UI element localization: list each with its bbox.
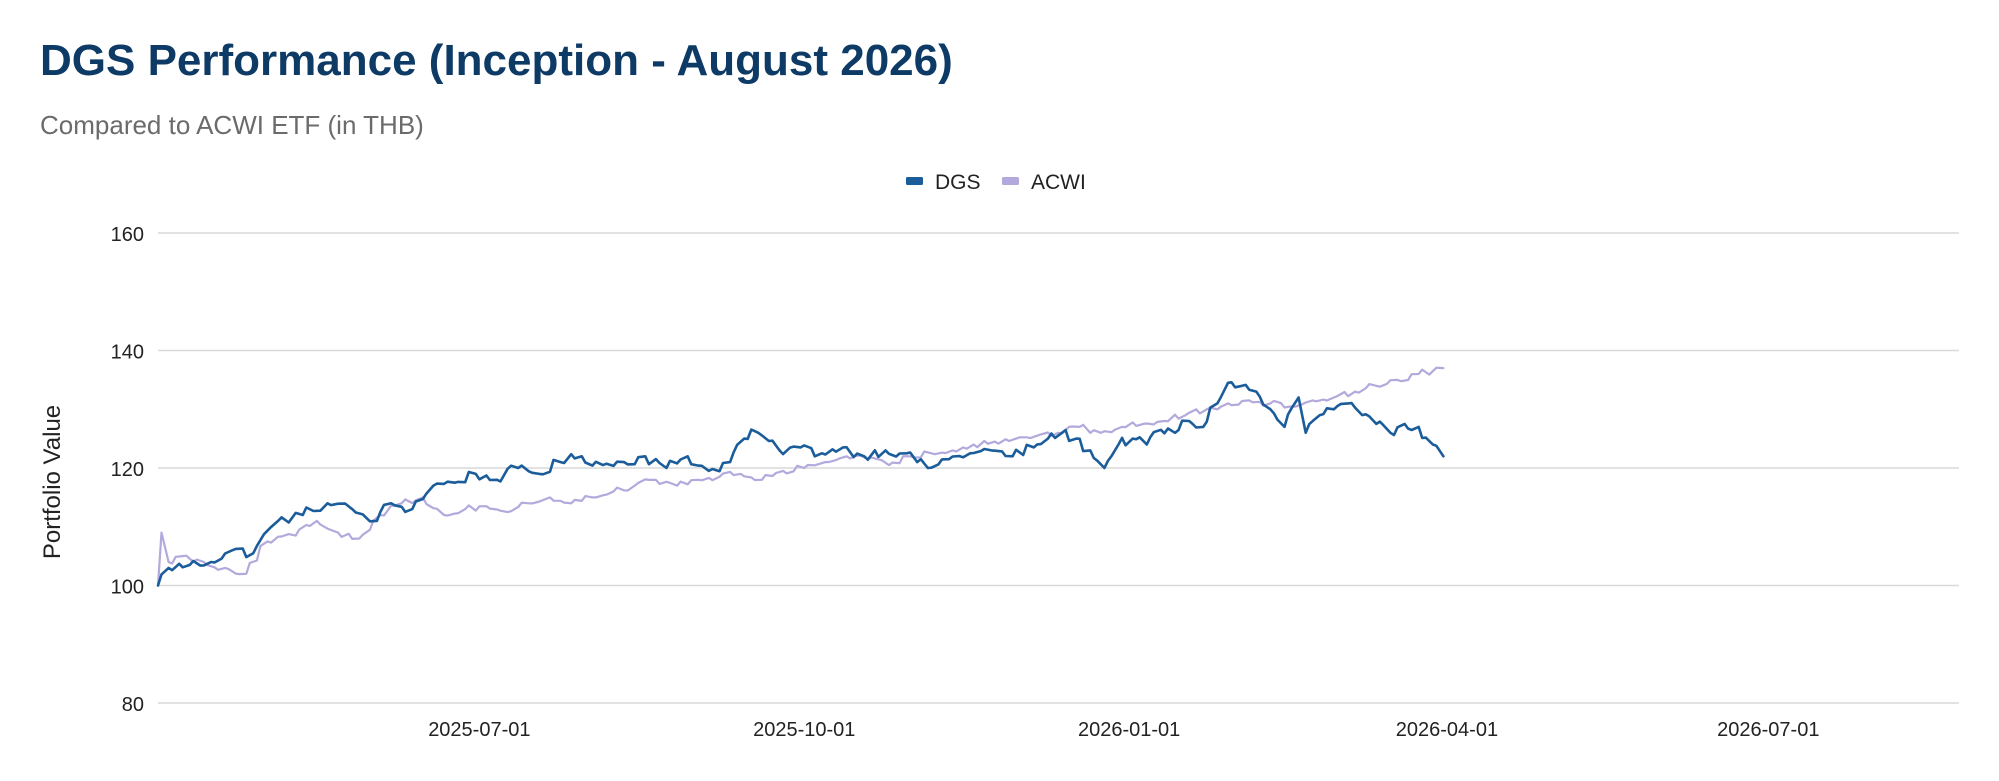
y-axis-label: Portfolio Value	[39, 405, 66, 559]
y-gridlines	[158, 232, 1959, 704]
x-tick-label: 2026-07-01	[1717, 719, 1819, 741]
legend-label-acwi: ACWI	[1031, 171, 1086, 194]
y-tick-label: 80	[122, 694, 144, 716]
x-tick-label: 2026-01-01	[1078, 719, 1180, 741]
y-axis-ticks: 80 100 120 140 160	[111, 224, 144, 716]
chart-subtitle: Compared to ACWI ETF (in THB)	[40, 110, 424, 140]
x-tick-label: 2025-07-01	[428, 719, 530, 741]
chart-title: DGS Performance (Inception - August 2026…	[40, 36, 953, 85]
chart-series	[156, 366, 1445, 587]
legend-label-dgs: DGS	[935, 171, 981, 194]
legend-swatch-acwi	[1002, 177, 1019, 185]
y-tick-label: 100	[111, 577, 144, 599]
series-line-acwi	[156, 366, 1445, 587]
y-tick-label: 120	[111, 459, 144, 481]
y-tick-label: 140	[111, 342, 144, 364]
y-tick-label: 160	[111, 224, 144, 246]
x-tick-label: 2025-10-01	[753, 719, 855, 741]
x-axis-ticks: 2025-07-01 2025-10-01 2026-01-01 2026-04-01…	[428, 719, 1819, 741]
chart-legend: DGS ACWI	[906, 171, 1086, 194]
x-tick-label: 2026-04-01	[1396, 719, 1498, 741]
legend-swatch-dgs	[906, 177, 923, 185]
series-line-dgs	[156, 381, 1445, 587]
